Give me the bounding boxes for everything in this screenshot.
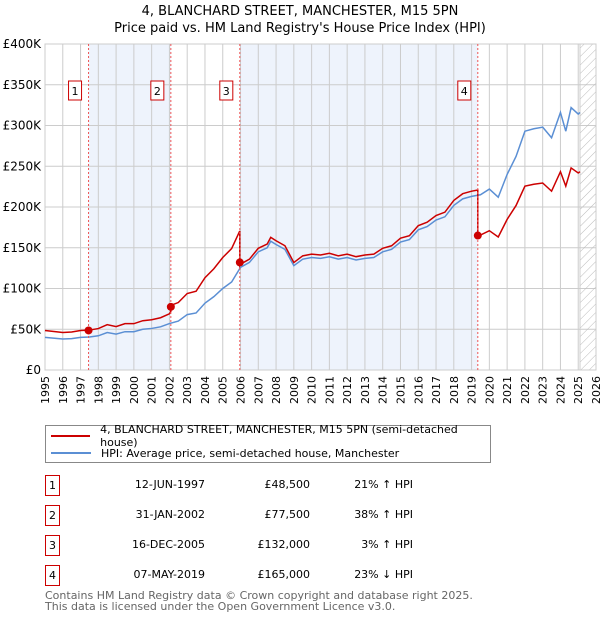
x-tick-label: 2013	[359, 376, 372, 404]
x-tick-label: 2020	[483, 376, 496, 404]
x-tick-label: 2007	[252, 376, 265, 404]
y-tick-label: £100K	[3, 282, 43, 296]
x-tick-label: 2002	[163, 376, 176, 404]
sale-label-box	[150, 80, 165, 101]
x-tick-label: 1995	[39, 376, 52, 404]
y-tick-label: £0	[26, 363, 41, 377]
chart-subtitle: Price paid vs. HM Land Registry's House …	[114, 21, 486, 36]
x-tick-label: 2022	[519, 376, 532, 404]
x-tick-label: 1998	[92, 376, 105, 404]
x-tick-label: 2008	[270, 376, 283, 404]
y-tick-label: £150K	[3, 241, 43, 255]
price-line	[44, 166, 581, 334]
x-tick-label: 1997	[75, 376, 88, 404]
legend: 4, BLANCHARD STREET, MANCHESTER, M15 5PN…	[45, 423, 491, 463]
x-tick-label: 2003	[181, 376, 194, 404]
sale-number: 2	[45, 505, 60, 526]
sale-hpi-diff: 3% ↑ HPI	[361, 538, 413, 551]
sale-date: 12-JUN-1997	[134, 478, 205, 491]
sale-number: 4	[45, 565, 60, 586]
x-tick-label: 2015	[394, 376, 407, 404]
legend-hpi-label: HPI: Average price, semi-detached house,…	[101, 446, 400, 460]
x-tick-label: 2016	[412, 376, 425, 404]
sale-label: 2	[154, 85, 161, 98]
sale-label: 4	[461, 85, 468, 98]
sale-hpi-diff: 38% ↑ HPI	[354, 508, 413, 521]
y-tick-label: £300K	[3, 119, 43, 133]
x-tick-label: 2026	[590, 376, 600, 404]
sale-point	[84, 326, 93, 335]
sale-price: £132,000	[257, 538, 311, 551]
footer-licence: This data is licensed under the Open Gov…	[45, 600, 396, 613]
sale-point	[235, 258, 244, 267]
x-tick-label: 2006	[235, 376, 248, 404]
sale-point	[166, 302, 175, 311]
x-tick-label: 2018	[448, 376, 461, 404]
sale-date: 31-JAN-2002	[135, 508, 205, 521]
x-tick-label: 2009	[288, 376, 301, 404]
x-tick-label: 2012	[341, 376, 354, 404]
y-tick-label: £400K	[3, 37, 43, 51]
x-tick-label: 2021	[501, 376, 514, 404]
sale-label-box	[68, 80, 83, 101]
sale-number: 1	[45, 475, 60, 496]
chart-title: 4, BLANCHARD STREET, MANCHESTER, M15 5PN	[141, 4, 459, 19]
plot-frame	[44, 43, 597, 371]
x-tick-label: 2001	[146, 376, 159, 404]
x-tick-label: 1996	[57, 376, 70, 404]
sale-price: £77,500	[264, 508, 311, 521]
price-chart: 1995 1996 1997 1998 1999 2000 2001 2002 2003 2004…	[3, 37, 600, 404]
x-tick-label: 2014	[377, 376, 390, 404]
sale-label: 3	[223, 85, 230, 98]
sale-price: £165,000	[257, 568, 311, 581]
x-tick-label: 2017	[430, 376, 443, 404]
x-tick-label: 2019	[466, 376, 479, 404]
y-tick-label: £50K	[10, 322, 42, 336]
x-tick-label: 2010	[306, 376, 319, 404]
footer-copyright: Contains HM Land Registry data © Crown c…	[45, 589, 473, 602]
sale-label-box	[219, 80, 234, 101]
legend-price-swatch	[51, 435, 91, 437]
x-tick-label: 2000	[128, 376, 141, 404]
sale-hpi-diff: 23% ↓ HPI	[354, 568, 413, 581]
sale-date: 07-MAY-2019	[133, 568, 205, 581]
sale-price: £48,500	[264, 478, 311, 491]
hpi-line	[44, 106, 581, 340]
y-tick-label: £350K	[3, 78, 43, 92]
sale-label-box	[457, 80, 472, 101]
y-tick-label: £200K	[3, 200, 43, 214]
legend-price-label: 4, BLANCHARD STREET, MANCHESTER, M15 5PN…	[100, 423, 458, 449]
x-tick-label: 2004	[199, 376, 212, 404]
sale-hpi-diff: 21% ↑ HPI	[354, 478, 413, 491]
x-tick-label: 2023	[537, 376, 550, 404]
legend-hpi-swatch	[51, 452, 91, 454]
x-tick-label: 2005	[217, 376, 230, 404]
sale-number: 3	[45, 535, 60, 556]
footer: Contains HM Land Registry data © Crown c…	[45, 590, 473, 612]
sale-label: 1	[72, 85, 79, 98]
forecast-hatch	[579, 43, 597, 371]
sale-point	[473, 231, 482, 240]
x-tick-label: 2011	[323, 376, 336, 404]
y-tick-label: £250K	[3, 159, 43, 173]
x-tick-label: 2025	[572, 376, 585, 404]
sale-date: 16-DEC-2005	[131, 538, 205, 551]
x-tick-label: 2024	[554, 376, 567, 404]
x-tick-label: 1999	[110, 376, 123, 404]
